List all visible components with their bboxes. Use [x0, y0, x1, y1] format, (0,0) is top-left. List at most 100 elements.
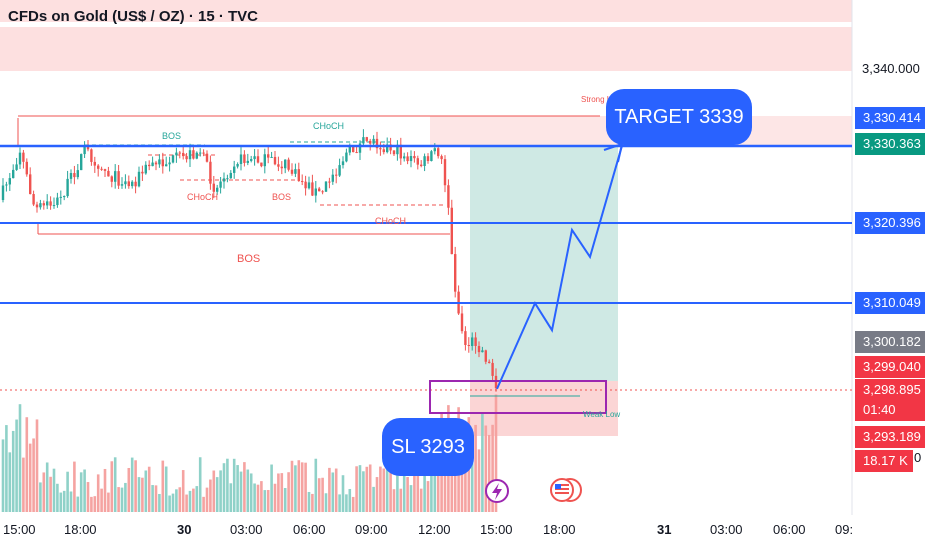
candle-body	[263, 154, 266, 167]
volume-bar	[470, 448, 474, 512]
volume-bar	[331, 472, 335, 512]
candle-body	[362, 137, 365, 144]
candle-body	[260, 162, 263, 167]
candle-body	[369, 140, 372, 144]
candle-body	[209, 161, 212, 184]
volume-bar	[11, 430, 15, 512]
candle-body	[277, 164, 280, 167]
volume-bar	[83, 469, 86, 512]
price-label-3320-396: 3,320.396	[855, 212, 925, 234]
candle-body	[182, 152, 185, 157]
candle-body	[474, 337, 477, 346]
volume-bar	[181, 470, 185, 512]
candle-body	[12, 169, 15, 179]
volume-bar	[185, 494, 188, 512]
candle-body	[443, 159, 447, 186]
candle-body	[83, 147, 86, 155]
volume-bar	[144, 470, 148, 512]
candle-body	[399, 144, 402, 159]
candle-body	[403, 156, 406, 159]
candle-body	[229, 172, 232, 179]
candle-body	[246, 160, 249, 163]
candle-body	[46, 201, 49, 206]
volume-bar	[409, 485, 413, 512]
candle-body	[154, 162, 158, 165]
volume-bar	[59, 492, 63, 512]
annotation-strong-high: Strong High	[581, 95, 623, 104]
time-label: 09:	[835, 522, 854, 537]
volume-bar	[300, 462, 304, 512]
candle-body	[107, 170, 110, 177]
price-label-3293-189: 3,293.189	[855, 426, 925, 448]
volume-bar	[419, 488, 423, 512]
candle-body	[484, 350, 487, 362]
volume-bar	[232, 458, 236, 512]
candle-body	[304, 181, 307, 189]
candle-body	[426, 156, 430, 162]
volume-bar	[25, 417, 29, 512]
candle-body	[416, 158, 419, 165]
lightning-event-icon[interactable]	[485, 479, 509, 503]
candle-body	[290, 169, 294, 174]
candle-body	[202, 152, 205, 154]
candle-body	[216, 187, 219, 192]
volume-bar	[338, 494, 341, 512]
volume-bar	[321, 477, 324, 512]
candle-body	[450, 207, 453, 255]
candle-body	[307, 182, 311, 189]
volume-bar	[130, 457, 134, 512]
volume-bar	[66, 471, 69, 512]
candle-body	[413, 156, 416, 159]
volume-bar	[294, 465, 297, 512]
volume-bar	[345, 494, 348, 512]
volume-bar	[358, 465, 362, 512]
candle-body	[392, 150, 396, 155]
candle-body	[205, 153, 209, 162]
candle-body	[212, 183, 215, 192]
volume-bar	[212, 470, 216, 512]
candle-body	[185, 156, 188, 160]
price-label-3299-040: 3,299.040	[855, 356, 925, 378]
volume-bar	[433, 444, 437, 512]
annotation-weak-low: Weak Low	[583, 410, 620, 419]
candle-body	[433, 148, 436, 152]
volume-bar	[56, 483, 59, 512]
volume-bar	[113, 457, 117, 512]
candle-body	[80, 154, 83, 171]
candle-body	[389, 144, 392, 151]
volume-bar	[280, 473, 284, 512]
volume-bar	[32, 438, 35, 512]
volume-bar	[307, 491, 311, 512]
profit-zone	[470, 146, 618, 381]
volume-bar	[406, 477, 409, 512]
candle-body	[396, 144, 399, 155]
volume-bar	[365, 466, 369, 512]
candle-body	[477, 345, 481, 353]
annotation-choch-1: CHoCH	[313, 121, 344, 131]
candle-body	[5, 184, 8, 186]
volume-bar	[222, 463, 226, 512]
candle-body	[120, 184, 124, 186]
candle-body	[243, 154, 246, 163]
candle-body	[236, 164, 239, 167]
volume-bar	[341, 475, 345, 512]
volume-bar	[328, 467, 331, 512]
volume-bar	[202, 496, 205, 512]
volume-bar	[355, 466, 358, 512]
candle-body	[481, 350, 484, 353]
volume-bar	[423, 462, 426, 512]
volume-bar	[311, 493, 314, 512]
volume-bar	[117, 487, 120, 512]
candle-body	[188, 150, 192, 160]
candle-body	[76, 170, 79, 178]
us-flag-event-icon[interactable]	[550, 478, 582, 502]
annotation-choch-2: CHoCH	[187, 192, 218, 202]
candle-body	[328, 181, 331, 183]
supply-zone-main	[0, 27, 852, 71]
volume-bar	[1, 439, 5, 512]
volume-bar	[399, 488, 403, 512]
candle-body	[25, 161, 28, 175]
stop-loss-label: SL 3293	[382, 418, 474, 476]
volume-bar	[151, 485, 154, 512]
